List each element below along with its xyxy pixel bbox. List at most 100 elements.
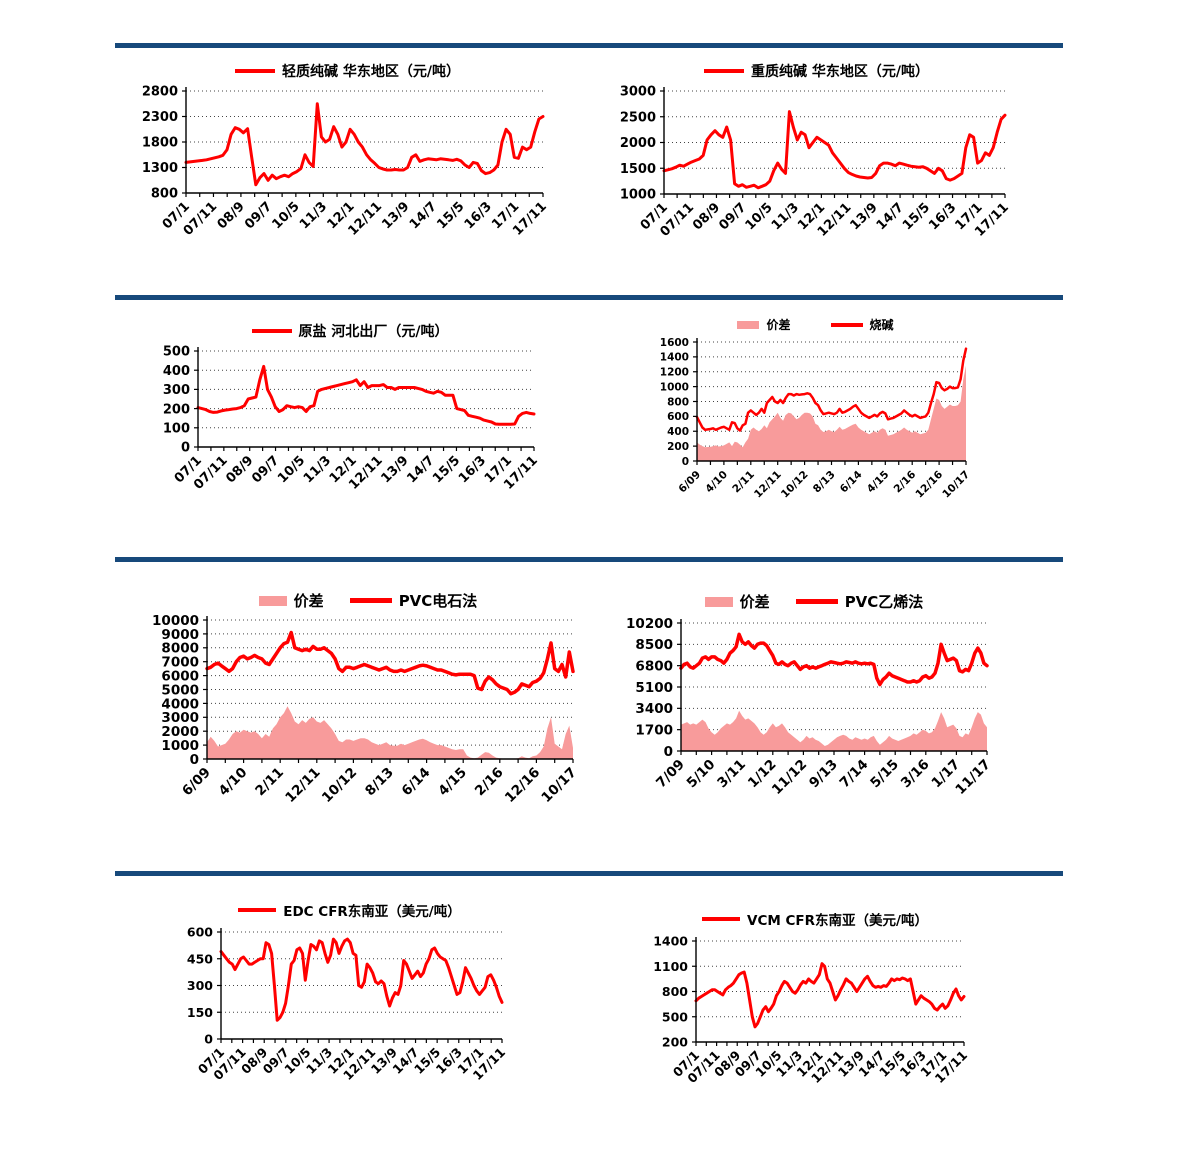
series bbox=[219, 937, 504, 1022]
chart-plot: 0 150 300 450 600 07/107/1108/909/710/511/312… bbox=[187, 925, 508, 1083]
svg-text:11/17: 11/17 bbox=[952, 757, 993, 798]
chart-plot: 1000 1500 2000 2500 3000 07/107/1108/909/710/… bbox=[620, 85, 1012, 240]
svg-text:5/10: 5/10 bbox=[684, 757, 719, 792]
chart-heavy-soda-ash: 重质纯碱 华东地区（元/吨） 1000 1500 2000 2500 3000 07/1 0… bbox=[612, 49, 1021, 266]
svg-text:7/09: 7/09 bbox=[653, 757, 688, 792]
legend-line-swatch bbox=[704, 69, 744, 73]
x-axis-labels: 7/095/103/111/1211/129/137/145/153/161/1… bbox=[653, 757, 994, 798]
chart-legend: 重质纯碱 华东地区（元/吨） bbox=[612, 61, 1021, 81]
svg-text:10/12: 10/12 bbox=[319, 765, 360, 806]
axes bbox=[660, 87, 1006, 198]
svg-text:14/7: 14/7 bbox=[874, 200, 907, 233]
svg-text:100: 100 bbox=[163, 421, 190, 436]
legend-area-swatch bbox=[258, 595, 287, 606]
svg-text:13/9: 13/9 bbox=[848, 200, 881, 233]
legend-item: 重质纯碱 华东地区（元/吨） bbox=[704, 61, 929, 81]
y-axis-labels: 0 100 200 300 400 500 bbox=[163, 345, 190, 456]
svg-text:9/13: 9/13 bbox=[806, 757, 841, 792]
legend-label: PVC乙烯法 bbox=[844, 593, 924, 611]
svg-text:5/15: 5/15 bbox=[867, 757, 902, 792]
legend-label: 价差 bbox=[766, 318, 791, 332]
chart-pvc-ethylene-spread: 价差 PVC乙烯法 0 1700 3400 5100 6800 8500 10200 7/09 5… bbox=[627, 567, 1001, 835]
svg-text:08/9: 08/9 bbox=[215, 199, 248, 232]
x-axis-labels: 07/107/1108/909/710/511/312/112/1113/914… bbox=[638, 200, 1012, 240]
svg-text:3000: 3000 bbox=[620, 85, 656, 100]
svg-text:12/16: 12/16 bbox=[913, 469, 945, 501]
svg-text:11/3: 11/3 bbox=[297, 199, 330, 232]
svg-text:10/12: 10/12 bbox=[779, 469, 811, 501]
svg-text:09/7: 09/7 bbox=[249, 453, 282, 486]
svg-text:8/13: 8/13 bbox=[811, 469, 838, 496]
legend-label: VCM CFR东南亚（美元/吨） bbox=[747, 913, 928, 929]
svg-text:4/10: 4/10 bbox=[216, 765, 251, 800]
svg-text:10000: 10000 bbox=[152, 613, 199, 629]
chart-legend: EDC CFR东南亚（美元/吨） bbox=[183, 900, 516, 920]
legend-line-swatch bbox=[235, 69, 275, 73]
svg-text:8000: 8000 bbox=[161, 641, 199, 657]
chart-edc-cfr-sea: EDC CFR东南亚（美元/吨） 0 150 300 450 600 07/1 07/11 0… bbox=[183, 888, 516, 1113]
legend-label: 重质纯碱 华东地区（元/吨） bbox=[751, 64, 929, 80]
svg-text:08/9: 08/9 bbox=[690, 200, 723, 233]
section-separator bbox=[115, 871, 1063, 876]
svg-text:1600: 1600 bbox=[660, 337, 689, 349]
chart-legend: VCM CFR东南亚（美元/吨） bbox=[654, 909, 976, 929]
legend-area-swatch bbox=[704, 596, 733, 607]
legend-item: PVC乙烯法 bbox=[795, 591, 924, 612]
axes bbox=[692, 937, 965, 1046]
svg-text:4000: 4000 bbox=[161, 696, 199, 712]
x-axis-labels: 07/107/1108/909/710/511/312/112/1113/914… bbox=[172, 453, 541, 493]
svg-text:10/5: 10/5 bbox=[270, 199, 303, 232]
svg-text:2000: 2000 bbox=[161, 724, 199, 740]
line-series bbox=[184, 102, 545, 187]
chart-plot: 0100020003000400050006000700080009000100… bbox=[152, 613, 580, 806]
y-axis-labels: 0 1700 3400 5100 6800 8500 10200 bbox=[627, 616, 673, 760]
chart-legend: 价差 烧碱 bbox=[653, 316, 978, 333]
chart-plot: 0 100 200 300 400 500 07/107/1108/909/710/511/… bbox=[163, 345, 541, 493]
x-axis-labels: 07/107/1108/909/710/511/312/112/1113/914… bbox=[670, 1048, 970, 1086]
x-axis-labels: 07/107/1108/909/710/511/312/112/1113/914… bbox=[195, 1045, 508, 1083]
svg-text:15/5: 15/5 bbox=[430, 453, 463, 486]
svg-text:1200: 1200 bbox=[660, 367, 689, 379]
svg-text:0: 0 bbox=[181, 441, 190, 456]
legend-item: 轻质纯碱 华东地区（元/吨） bbox=[235, 61, 460, 81]
line-series bbox=[219, 937, 504, 1022]
legend-label: 价差 bbox=[739, 593, 770, 611]
svg-text:09/7: 09/7 bbox=[242, 199, 275, 232]
legend-line-swatch bbox=[702, 917, 741, 921]
chart-plot: 0 1700 3400 5100 6800 8500 10200 7/095/103/111/… bbox=[627, 616, 994, 798]
legend-label: 轻质纯碱 华东地区（元/吨） bbox=[282, 64, 460, 80]
svg-text:14/7: 14/7 bbox=[404, 453, 437, 486]
y-axis-labels: 1000 1500 2000 2500 3000 bbox=[620, 85, 656, 203]
svg-text:800: 800 bbox=[662, 984, 688, 999]
svg-text:14/7: 14/7 bbox=[407, 199, 440, 232]
svg-text:0: 0 bbox=[190, 752, 199, 768]
legend-label: EDC CFR东南亚（美元/吨） bbox=[283, 904, 461, 920]
svg-text:7/14: 7/14 bbox=[837, 757, 872, 792]
line-series bbox=[205, 630, 575, 696]
svg-text:200: 200 bbox=[662, 1035, 688, 1050]
chart-plot: 800 1300 1800 2300 2800 07/107/1108/909/710/5… bbox=[142, 85, 550, 239]
y-axis-labels: 800 1300 1800 2300 2800 bbox=[142, 85, 178, 202]
gridlines bbox=[696, 940, 964, 1018]
axes bbox=[693, 338, 967, 465]
series bbox=[662, 110, 1007, 190]
svg-text:800: 800 bbox=[667, 396, 689, 408]
legend-item: EDC CFR东南亚（美元/吨） bbox=[238, 900, 461, 920]
svg-text:8500: 8500 bbox=[635, 637, 673, 653]
chart-legend: 原盐 河北出厂（元/吨） bbox=[150, 321, 550, 341]
svg-text:16/3: 16/3 bbox=[456, 453, 489, 486]
series bbox=[184, 102, 545, 187]
svg-text:6800: 6800 bbox=[635, 659, 673, 675]
svg-text:10/17: 10/17 bbox=[538, 765, 579, 806]
svg-text:2800: 2800 bbox=[142, 85, 178, 100]
y-axis-labels: 0 150 300 450 600 bbox=[187, 925, 213, 1047]
chart-vcm-cfr-sea: VCM CFR东南亚（美元/吨） 200 500 800 1100 1400 07/1 07… bbox=[654, 893, 976, 1110]
gridlines bbox=[207, 619, 573, 746]
svg-text:600: 600 bbox=[667, 411, 689, 423]
area-series-spread bbox=[681, 710, 987, 751]
svg-text:1400: 1400 bbox=[660, 352, 689, 364]
legend-item: 烧碱 bbox=[830, 316, 894, 333]
svg-text:11/3: 11/3 bbox=[301, 453, 334, 486]
y-axis-labels: 200 500 800 1100 1400 bbox=[654, 934, 688, 1050]
svg-text:13/9: 13/9 bbox=[378, 453, 411, 486]
